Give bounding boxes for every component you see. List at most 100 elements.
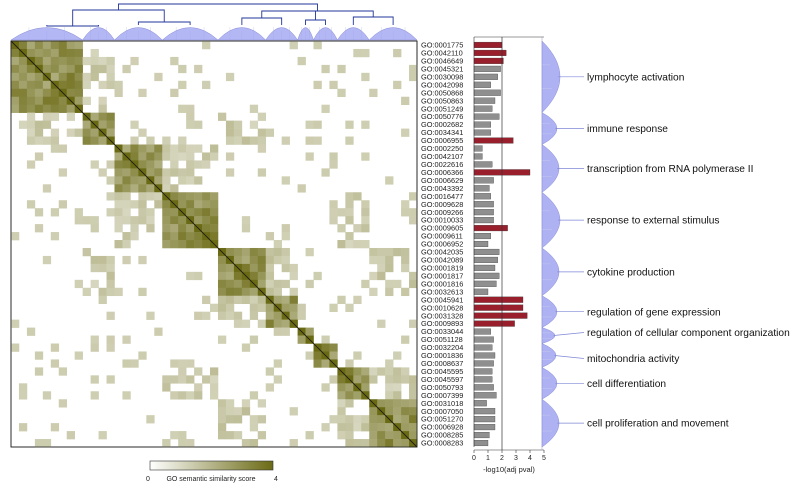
heat-cell: [329, 200, 338, 209]
heat-cell: [58, 56, 68, 66]
row-density-hump: [541, 191, 561, 249]
heat-cell: [257, 303, 267, 312]
heat-cell: [90, 391, 99, 400]
heat-cell: [26, 96, 36, 105]
go-term-label: GO:0031018: [421, 399, 463, 408]
heat-cell: [26, 112, 36, 121]
heat-cell: [401, 375, 410, 384]
heat-cell: [11, 56, 20, 66]
go-term-label: GO:0031328: [421, 311, 463, 320]
heat-cell: [58, 399, 68, 408]
heat-cell: [202, 375, 211, 384]
heat-cell: [297, 303, 306, 312]
heat-cell: [178, 439, 187, 448]
heat-cell: [122, 192, 131, 201]
heat-cell: [369, 407, 378, 416]
heat-cell: [377, 423, 386, 432]
heat-cell: [257, 263, 267, 273]
heat-cell: [217, 431, 227, 440]
heat-cell: [11, 343, 20, 352]
heat-cell: [58, 104, 68, 113]
heat-cell: [154, 176, 163, 185]
heat-cell: [26, 80, 36, 90]
go-term-label: GO:0030098: [421, 72, 463, 81]
heat-cell: [58, 80, 68, 90]
heat-cell: [361, 383, 370, 392]
heat-cell: [194, 311, 203, 320]
heat-cell: [257, 415, 267, 424]
heat-cell: [122, 216, 131, 225]
go-term-label: GO:0002682: [421, 120, 463, 129]
heat-cell: [202, 80, 211, 90]
column-density-hump: [265, 27, 299, 41]
heat-cell: [281, 232, 290, 241]
pvalue-bar: [473, 41, 503, 48]
heat-cell: [186, 120, 195, 129]
column-density-hump: [10, 27, 84, 41]
pvalue-bar: [473, 288, 489, 295]
heat-cell: [74, 96, 83, 105]
heat-cell: [170, 152, 179, 161]
go-term-label: GO:0050868: [421, 88, 463, 97]
pvalue-bar: [473, 312, 528, 319]
pvalue-bar: [473, 209, 494, 216]
heat-cell: [34, 224, 44, 233]
heat-cell: [34, 56, 44, 66]
cluster-label: cell differentiation: [587, 379, 666, 390]
heat-cell: [369, 431, 378, 440]
heat-cell: [178, 224, 187, 233]
heat-cell: [90, 375, 99, 384]
pvalue-bar: [473, 145, 483, 152]
heat-cell: [241, 224, 251, 233]
heat-cell: [257, 112, 267, 121]
heat-cell: [202, 41, 211, 50]
pvalue-bar: [473, 304, 524, 311]
heat-cell: [90, 72, 99, 82]
heat-cell: [82, 287, 91, 297]
heat-cell: [34, 88, 44, 98]
heat-cell: [42, 439, 52, 448]
heat-cell: [265, 247, 275, 257]
heat-cell: [186, 160, 195, 169]
bar-tick-label: 3: [514, 455, 518, 462]
go-term-label: GO:0001819: [421, 263, 463, 272]
go-term-label: GO:0032204: [421, 343, 463, 352]
heat-cell: [58, 168, 68, 177]
heat-cell: [122, 64, 131, 74]
heat-cell: [66, 56, 75, 66]
heat-cell: [281, 295, 290, 305]
heat-cell: [233, 271, 243, 281]
heat-cell: [249, 439, 259, 448]
go-term-label: GO:0008285: [421, 431, 463, 440]
heat-cell: [217, 335, 227, 344]
heat-cell: [98, 56, 107, 66]
heat-cell: [90, 128, 99, 137]
go-term-label: GO:0032613: [421, 287, 463, 296]
heat-cell: [154, 72, 163, 82]
dendro-root: [118, 3, 318, 11]
heat-cell: [225, 72, 235, 82]
heat-cell: [82, 96, 91, 105]
pvalue-bar: [473, 81, 491, 88]
go-term-label: GO:0016477: [421, 192, 463, 201]
heat-cell: [26, 48, 36, 58]
heat-cell: [369, 423, 378, 432]
heat-cell: [409, 271, 418, 281]
go-term-label: GO:0033044: [421, 327, 463, 336]
heat-cell: [345, 136, 354, 145]
heat-cell: [106, 176, 115, 185]
heat-cell: [202, 208, 211, 217]
heat-cell: [345, 240, 354, 249]
heat-cell: [130, 136, 139, 145]
heat-cell: [233, 120, 243, 129]
go-term-label: GO:0006928: [421, 423, 463, 432]
heat-cell: [249, 136, 259, 145]
heat-cell: [42, 96, 52, 105]
heat-cell: [225, 295, 235, 305]
heat-cell: [345, 192, 354, 201]
heat-cell: [66, 64, 75, 74]
heat-cell: [305, 351, 314, 360]
go-term-labels: GO:0001775GO:0042110GO:0046649GO:0045321…: [421, 41, 463, 448]
heat-cell: [353, 423, 362, 432]
go-term-label: GO:0009266: [421, 208, 463, 217]
